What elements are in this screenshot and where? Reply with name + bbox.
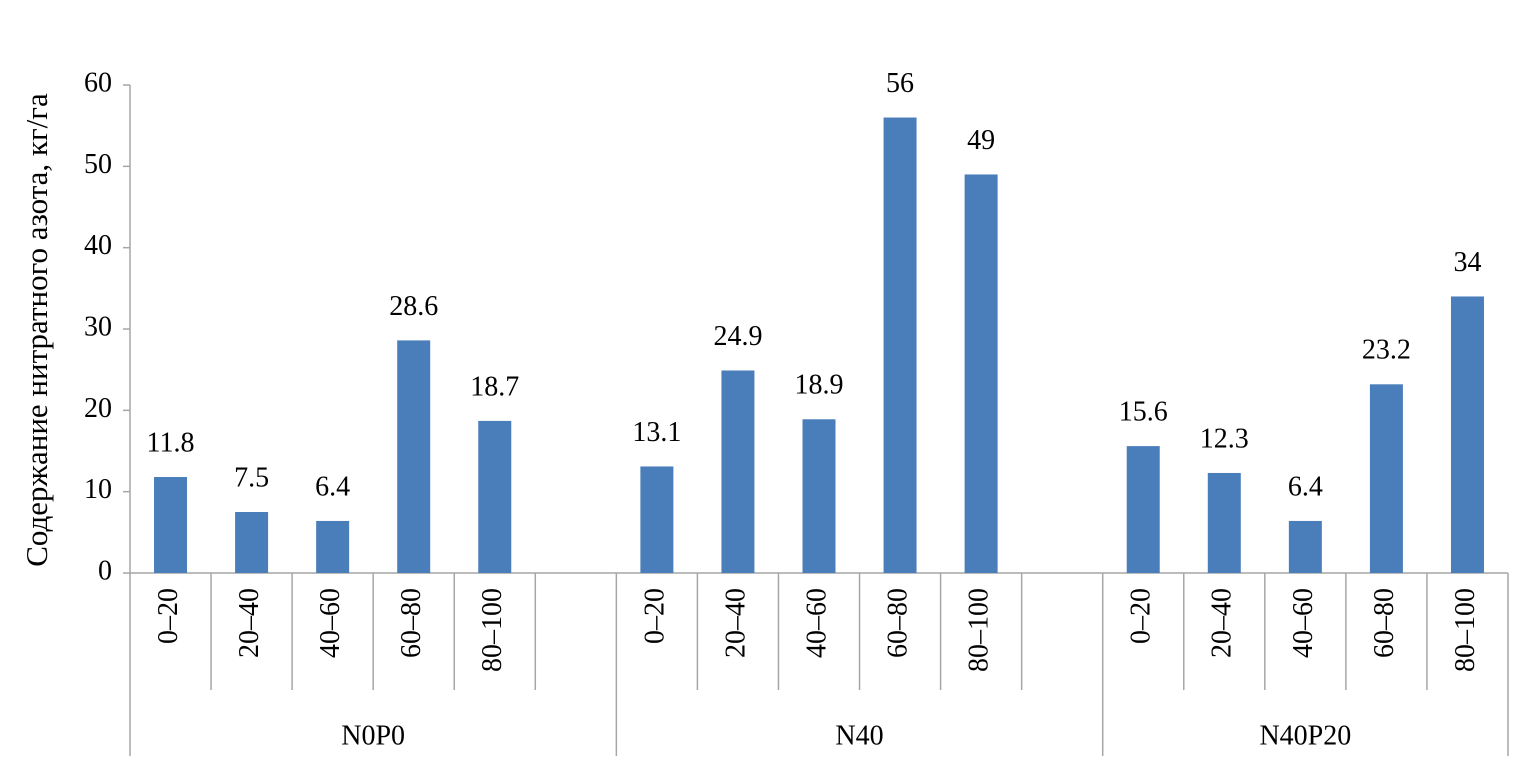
value-label: 6.4 — [315, 471, 350, 502]
x-tick-label: 60–80 — [396, 588, 427, 658]
y-tick-label: 10 — [84, 474, 112, 505]
bar — [802, 419, 836, 573]
group-label: N0P0 — [341, 720, 405, 751]
bar — [316, 520, 350, 573]
value-label: 18.7 — [470, 371, 519, 402]
bar — [721, 370, 755, 573]
value-label: 12.3 — [1200, 423, 1249, 454]
y-tick-label: 40 — [84, 230, 112, 261]
bar — [1369, 384, 1403, 573]
value-label: 56 — [886, 68, 914, 99]
group-label: N40 — [835, 720, 883, 751]
value-label: 34 — [1453, 247, 1481, 278]
x-tick-label: 20–40 — [234, 588, 265, 658]
value-label: 15.6 — [1119, 397, 1168, 428]
x-tick-label: 60–80 — [1369, 588, 1400, 658]
y-tick-label: 60 — [84, 67, 112, 98]
value-label: 18.9 — [795, 370, 844, 401]
value-label: 28.6 — [389, 291, 438, 322]
x-tick-label: 20–40 — [1207, 588, 1238, 658]
x-tick-label: 40–60 — [1288, 588, 1319, 658]
x-tick-label: 80–100 — [477, 588, 508, 672]
x-tick-label: 40–60 — [315, 588, 346, 658]
x-tick-label: 40–60 — [801, 588, 832, 658]
bar — [883, 117, 917, 574]
bar — [1126, 446, 1160, 573]
value-label: 49 — [967, 125, 995, 156]
bar — [640, 466, 674, 573]
value-label: 7.5 — [234, 462, 269, 493]
bar — [964, 174, 998, 573]
group-label: N40P20 — [1259, 720, 1351, 751]
value-label: 11.8 — [147, 427, 195, 458]
bar — [235, 512, 269, 573]
value-label: 24.9 — [713, 321, 762, 352]
bar — [1207, 472, 1241, 573]
x-tick-label: 80–100 — [1450, 588, 1481, 672]
x-tick-label: 20–40 — [720, 588, 751, 658]
x-tick-label: 0–20 — [1126, 588, 1157, 644]
y-tick-label: 0 — [98, 555, 112, 586]
x-tick-label: 0–20 — [153, 588, 184, 644]
bar — [154, 477, 188, 573]
y-tick-label: 50 — [84, 149, 112, 180]
x-tick-label: 60–80 — [882, 588, 913, 658]
x-tick-label: 0–20 — [639, 588, 670, 644]
value-label: 6.4 — [1288, 471, 1323, 502]
value-label: 23.2 — [1362, 335, 1411, 366]
bar — [478, 420, 512, 573]
x-tick-label: 80–100 — [964, 588, 995, 672]
y-tick-label: 20 — [84, 393, 112, 424]
value-label: 13.1 — [632, 417, 681, 448]
y-tick-label: 30 — [84, 311, 112, 342]
bar — [1450, 296, 1484, 573]
bar — [397, 340, 431, 573]
y-axis-title: Содержание нитратного азота, кг/га — [19, 93, 54, 567]
bar — [1288, 520, 1322, 573]
